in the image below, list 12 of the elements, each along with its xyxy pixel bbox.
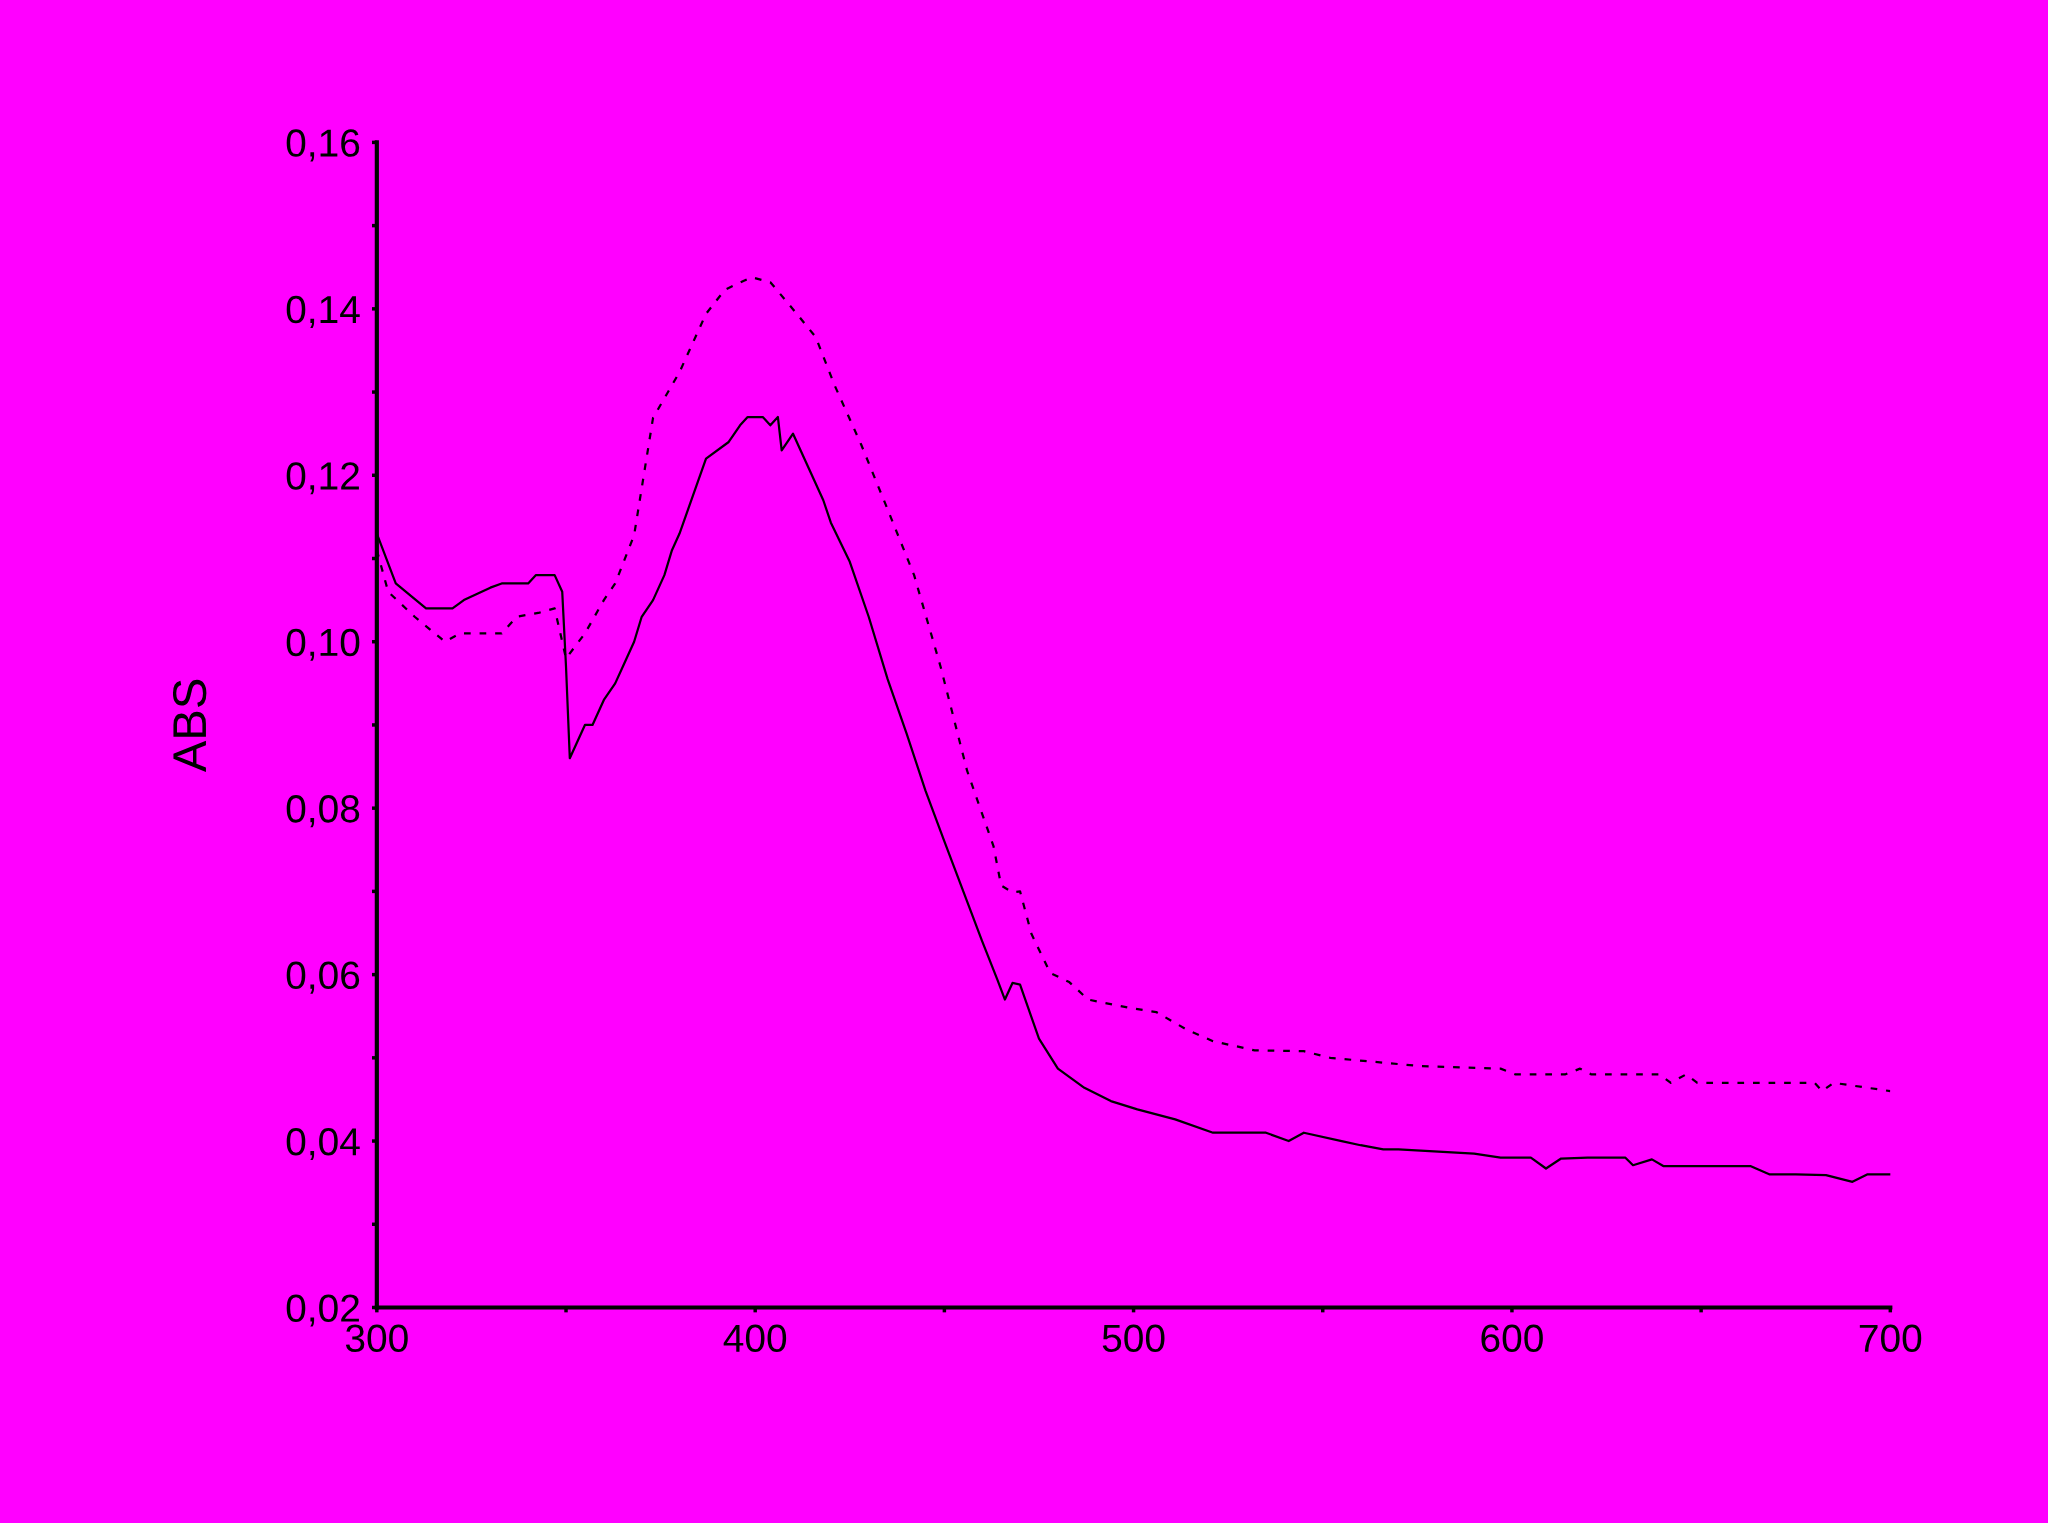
y-tick-label: 0,14 [286, 295, 360, 328]
y-tick-label: 0,16 [286, 129, 360, 162]
x-tick-label: 700 [1859, 1324, 1922, 1353]
y-tick-label: 0,04 [286, 1127, 360, 1161]
y-tick-label: 0,10 [286, 628, 360, 661]
x-tick-label: 500 [1102, 1324, 1165, 1353]
y-tick-label: 0,12 [286, 462, 359, 495]
y-tick-label: 0,08 [286, 795, 360, 828]
x-tick-label: 600 [1481, 1324, 1543, 1353]
y-axis-title: ABS [172, 679, 207, 773]
x-tick-label: 400 [723, 1324, 787, 1353]
y-tick-label: 0,06 [286, 961, 360, 994]
